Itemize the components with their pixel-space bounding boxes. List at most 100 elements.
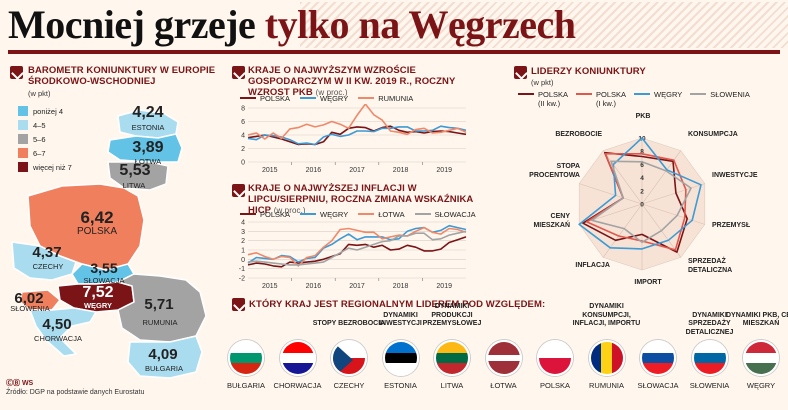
legend-swatch <box>18 106 28 116</box>
y-tick-label: 2 <box>241 146 245 153</box>
y-tick-label: 1 <box>241 248 245 255</box>
hicp-legend: Polska Węgry Łotwa Słowacja <box>240 207 480 221</box>
leader-country-name: Rumunia <box>589 381 624 390</box>
map-legend-item: 4–5 <box>18 118 72 132</box>
radar-title: Liderzy koniunktury <box>531 66 646 77</box>
map-value-latvia: 3,89 <box>132 139 164 156</box>
map-value-hungary: 7,52 <box>82 284 114 301</box>
flag-icon <box>279 340 316 376</box>
leader-category-label: Dynamiki konsumpcji, inflacji, importu <box>572 303 641 327</box>
y-tick-label: 0 <box>241 257 245 264</box>
flag-icon <box>691 340 728 376</box>
legend-line <box>300 97 317 99</box>
legend-swatch <box>18 134 28 144</box>
leader-country-name: Łotwa <box>490 381 517 390</box>
map-value-estonia: 4,24 <box>132 104 164 121</box>
map-value-croatia: 4,50 <box>42 316 72 333</box>
legend-label: Polska (I kw.) <box>596 90 627 108</box>
map-name-slovenia: Słowenia <box>10 304 50 313</box>
map-legend-item: 5–6 <box>18 132 72 146</box>
legend-item: Rumunia <box>358 91 413 105</box>
map-subtitle: (w pkt) <box>28 89 51 98</box>
radar-series <box>578 137 702 250</box>
leader-category-label: Dynamiki PKB, cen mieszkań <box>725 311 788 328</box>
flag-icon <box>485 340 522 376</box>
radar-series <box>591 160 692 244</box>
leader-country-name: Chorwacja <box>273 381 322 390</box>
radar-axis-label: Ceny mieszkań <box>533 213 570 229</box>
gdp-legend: Polska Węgry Rumunia <box>240 91 480 105</box>
map-lithuania <box>107 161 169 191</box>
leader-country-name: Bułgaria <box>227 381 265 390</box>
leader-country-name: Słowacja <box>637 381 679 390</box>
arrow-icon <box>232 298 245 311</box>
radar-spoke <box>602 150 643 205</box>
radar-subtitle: (w pkt) <box>531 78 554 87</box>
legend-item: Polska <box>240 91 290 105</box>
x-tick-label: 2018 <box>393 167 409 174</box>
x-tick-label: 2015 <box>262 167 278 174</box>
flag-icon <box>434 340 470 376</box>
radar-axis-label: Import <box>634 279 662 286</box>
legend-label: 5–6 <box>33 134 46 144</box>
legend-line <box>634 93 651 95</box>
y-tick-label: 0 <box>241 160 245 167</box>
leader-country-name: Polska <box>539 381 570 390</box>
radar-spoke <box>579 203 643 225</box>
radar-spoke <box>602 203 643 258</box>
leaders-row: Bułgaria Chorwacja Czechy Estonia Litwa Łotwa… <box>215 300 788 410</box>
radar-legend-item: Polska (I kw.) <box>576 90 626 114</box>
radar-tick-label: 6 <box>640 162 644 169</box>
y-tick-label: 6 <box>241 119 245 126</box>
map-value-slovakia: 3,55 <box>90 260 118 276</box>
legend-label: Węgry <box>654 90 683 99</box>
y-tick-label: -2 <box>239 276 245 283</box>
arrow-icon <box>514 66 527 79</box>
title-part-1: Mocniej grzeje <box>8 2 265 47</box>
radar-spoke <box>641 203 705 225</box>
leader-category-label: Dynamiki sprzedaży detalicznej <box>685 311 734 336</box>
radar-tick-label: 0 <box>640 202 644 209</box>
radar-axis-label: Konsumpcja <box>688 131 738 138</box>
flag-icon <box>640 340 676 376</box>
legend-item: Węgry <box>300 207 348 221</box>
flag-icon <box>743 340 779 376</box>
map-name-lithuania: Litwa <box>122 181 146 190</box>
map-value-czechia: 4,37 <box>32 244 62 261</box>
legend-item: Łotwa <box>358 207 405 221</box>
map-croatia <box>28 307 98 357</box>
radar-spoke <box>579 183 643 205</box>
radar-tick-label: 4 <box>640 175 644 182</box>
leader-country-name: Słowenia <box>689 381 730 390</box>
y-tick-label: 2 <box>241 238 245 245</box>
radar-axis-label: Stopa procentowa <box>529 163 580 179</box>
x-tick-label: 2019 <box>436 283 452 290</box>
map-name-hungary: Węgry <box>83 301 113 310</box>
y-tick-label: 4 <box>241 220 245 227</box>
series-line <box>247 104 467 140</box>
flag-icon <box>537 340 573 376</box>
legend-label: Polska <box>260 209 291 219</box>
legend-label: Węgry <box>320 209 349 219</box>
arrow-icon <box>10 66 23 79</box>
map-legend-item: 6–7 <box>18 146 72 160</box>
legend-item: Polska <box>240 207 290 221</box>
flag-icon <box>588 340 625 376</box>
map-name-poland: Polska <box>76 226 118 237</box>
series-line <box>247 226 467 267</box>
radar-axis-label: Bezrobocie <box>555 131 602 138</box>
legend-line <box>414 213 431 215</box>
legend-line <box>240 213 256 215</box>
flag-icon <box>228 340 264 376</box>
flag-icon <box>382 340 419 376</box>
radar-tick-label: 2 <box>640 188 644 195</box>
map-name-latvia: Łotwa <box>134 157 162 166</box>
x-tick-label: 2017 <box>349 283 365 290</box>
title-part-2: tylko na Węgrzech <box>264 2 576 47</box>
radar-tick-label: 8 <box>640 149 644 156</box>
source-note: Źródło: DGP na podstawie danych Eurostat… <box>6 389 145 396</box>
gdp-chart-title: Kraje o najwyższym wzroście gospodarczym… <box>248 65 456 98</box>
map-name-romania: Rumunia <box>142 318 178 327</box>
radar-axis-label: PKB <box>635 113 651 120</box>
